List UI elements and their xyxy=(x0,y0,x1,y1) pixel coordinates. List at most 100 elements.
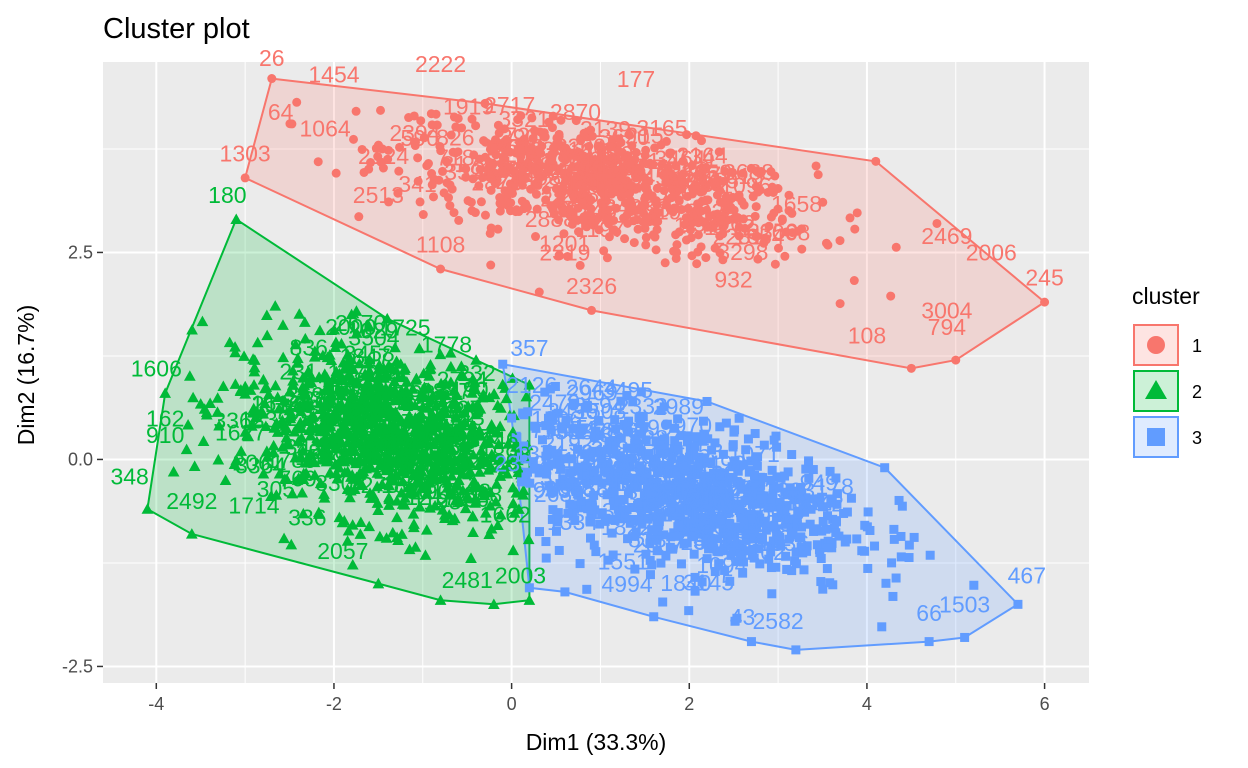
data-point xyxy=(312,506,325,518)
data-point xyxy=(261,329,274,341)
data-point xyxy=(235,445,248,456)
data-point xyxy=(641,183,651,193)
data-point xyxy=(704,513,714,523)
data-point xyxy=(338,363,351,374)
data-point xyxy=(831,528,841,538)
data-point xyxy=(423,413,436,425)
data-point xyxy=(277,319,289,330)
data-point xyxy=(330,467,343,479)
data-point xyxy=(709,468,719,478)
data-point xyxy=(896,531,906,541)
data-point xyxy=(641,549,651,559)
data-point xyxy=(822,564,832,574)
data-point xyxy=(182,418,194,430)
data-point xyxy=(625,204,635,214)
data-point xyxy=(299,415,312,426)
data-point xyxy=(313,157,323,167)
data-point xyxy=(698,163,708,173)
data-point xyxy=(687,508,697,518)
data-point xyxy=(709,221,719,231)
data-point xyxy=(651,482,661,492)
data-point xyxy=(753,254,763,264)
data-point xyxy=(262,388,275,400)
data-point xyxy=(491,399,504,411)
data-point xyxy=(792,519,802,529)
data-point xyxy=(670,490,680,500)
point-id-label: 2511 xyxy=(353,368,402,394)
point-id-label: 1094 xyxy=(696,552,747,578)
data-point xyxy=(344,491,356,503)
data-point xyxy=(212,453,225,465)
point-id-label: 1334 xyxy=(547,509,598,535)
data-point xyxy=(751,455,761,465)
data-point xyxy=(464,465,477,477)
data-point xyxy=(676,431,686,441)
point-id-label: 3321 xyxy=(498,106,549,132)
data-point xyxy=(780,251,790,261)
data-point xyxy=(832,499,842,509)
point-id-label: 2359 xyxy=(495,450,546,476)
data-point xyxy=(817,526,827,536)
data-point xyxy=(217,380,230,391)
data-point xyxy=(587,305,597,315)
data-point xyxy=(395,426,408,437)
data-point xyxy=(413,342,426,354)
data-point xyxy=(738,557,748,567)
data-point xyxy=(393,188,403,198)
data-point xyxy=(319,431,332,442)
data-point xyxy=(597,453,607,463)
data-point xyxy=(476,197,486,207)
data-point xyxy=(701,539,711,549)
data-point xyxy=(718,222,728,232)
legend-label: 3 xyxy=(1192,428,1202,448)
data-point xyxy=(475,154,485,164)
data-point xyxy=(610,415,620,425)
data-point xyxy=(450,398,463,409)
data-point xyxy=(451,389,463,401)
data-point xyxy=(380,532,393,543)
data-point xyxy=(421,402,434,413)
data-point xyxy=(746,637,756,647)
data-point xyxy=(896,552,906,562)
data-point xyxy=(487,174,497,184)
data-point xyxy=(698,217,708,227)
data-point xyxy=(800,499,810,509)
data-point xyxy=(384,197,394,207)
point-id-label: 3495 xyxy=(602,377,653,403)
data-point xyxy=(490,495,502,507)
data-point xyxy=(419,549,432,560)
data-point xyxy=(543,461,553,471)
data-point xyxy=(467,381,480,392)
data-point xyxy=(516,477,526,487)
data-point xyxy=(687,161,697,171)
data-point xyxy=(661,551,671,561)
data-point xyxy=(480,98,490,108)
data-point xyxy=(443,429,456,441)
point-id-label: 2057 xyxy=(317,538,368,564)
data-point xyxy=(423,370,436,381)
data-point xyxy=(490,426,502,438)
data-point xyxy=(519,441,529,451)
data-point xyxy=(540,387,550,397)
data-point xyxy=(365,450,378,461)
data-point xyxy=(619,166,629,176)
data-point xyxy=(667,184,677,194)
data-point xyxy=(674,477,684,487)
data-point xyxy=(620,461,630,471)
data-point xyxy=(529,126,539,136)
data-point xyxy=(350,404,362,416)
data-point xyxy=(586,195,596,205)
data-point xyxy=(298,316,311,327)
data-point xyxy=(520,174,530,184)
data-point xyxy=(705,211,715,221)
data-point xyxy=(739,460,749,470)
data-point xyxy=(667,453,677,463)
data-point xyxy=(379,423,391,434)
data-point xyxy=(659,440,669,450)
data-point xyxy=(734,413,744,423)
data-point xyxy=(520,390,533,402)
data-point xyxy=(391,511,403,523)
data-point xyxy=(475,165,485,175)
data-point xyxy=(386,409,398,420)
data-point xyxy=(454,418,466,429)
